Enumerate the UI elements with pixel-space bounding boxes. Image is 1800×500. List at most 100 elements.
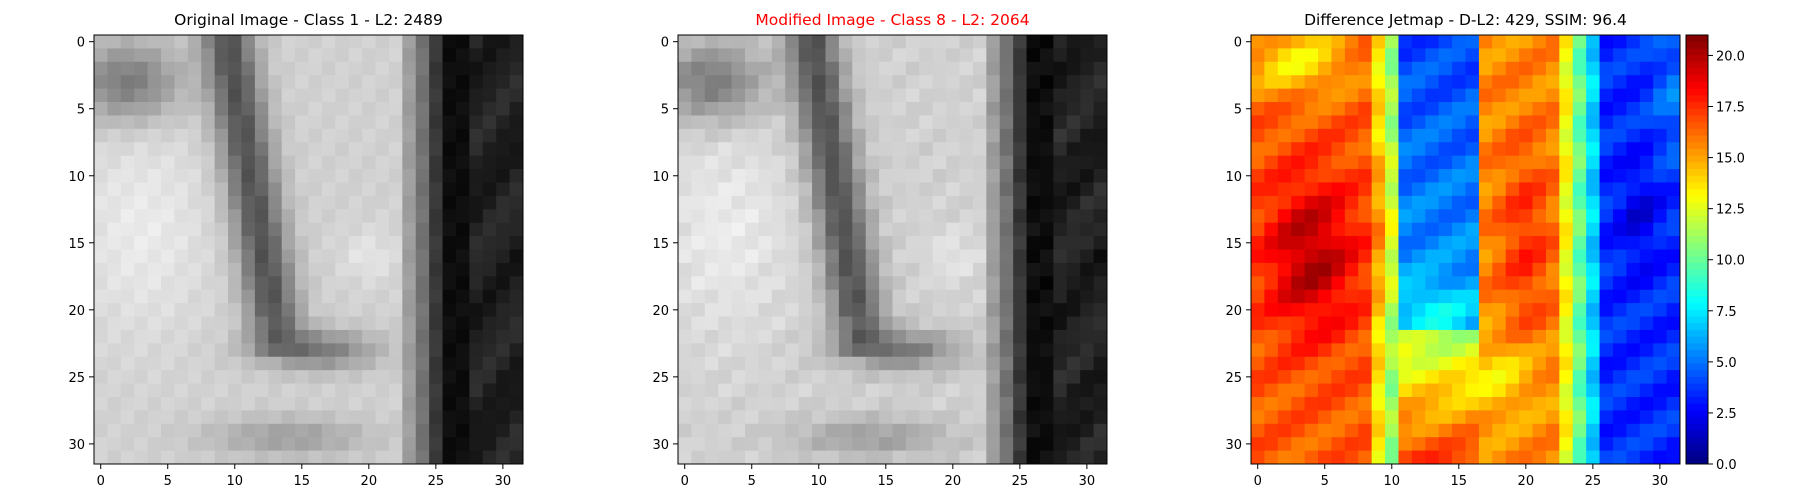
heatmap-cell	[1318, 35, 1332, 49]
heatmap-cell	[308, 182, 323, 197]
heatmap-cell	[986, 115, 1001, 130]
heatmap-cell	[1318, 209, 1332, 224]
x-tick-label: 25	[1012, 474, 1029, 489]
heatmap-cell	[375, 35, 390, 49]
heatmap-cell	[1465, 370, 1480, 385]
heatmap-cell	[1385, 128, 1399, 143]
heatmap-cell	[228, 370, 242, 385]
heatmap-cell	[946, 195, 961, 210]
heatmap-cell	[1264, 169, 1279, 183]
heatmap-cell	[509, 370, 524, 385]
heatmap-cell	[892, 343, 907, 358]
heatmap-cell	[825, 396, 840, 411]
heatmap-cell	[509, 383, 524, 398]
heatmap-cell	[1411, 383, 1426, 398]
heatmap-cell	[147, 303, 162, 318]
heatmap-cell	[134, 289, 149, 304]
heatmap-cell	[214, 450, 229, 465]
heatmap-cell	[254, 35, 269, 49]
heatmap-cell	[1080, 383, 1095, 398]
heatmap-cell	[187, 329, 202, 344]
heatmap-cell	[704, 115, 719, 130]
heatmap-cell	[1411, 249, 1426, 264]
heatmap-cell	[1066, 289, 1081, 304]
heatmap-cell	[1331, 276, 1346, 291]
heatmap-cell	[214, 142, 229, 157]
heatmap-cell	[1385, 329, 1399, 344]
heatmap-cell	[402, 276, 417, 291]
heatmap-cell	[1492, 343, 1507, 358]
heatmap-cell	[1371, 343, 1386, 358]
heatmap-cell	[704, 316, 719, 331]
heatmap-cell	[1559, 48, 1574, 63]
heatmap-cell	[972, 289, 987, 304]
heatmap-cell	[771, 35, 786, 49]
heatmap-cell	[147, 249, 162, 264]
heatmap-cell	[691, 209, 706, 224]
heatmap-cell	[691, 303, 706, 318]
heatmap-cell	[1371, 35, 1386, 49]
heatmap-cell	[1653, 236, 1668, 250]
heatmap-cell	[959, 356, 974, 371]
heatmap-cell	[932, 289, 947, 304]
heatmap-cell	[1653, 356, 1668, 371]
heatmap-cell	[455, 88, 470, 103]
heatmap-cell	[812, 75, 826, 90]
heatmap-cell	[905, 262, 920, 277]
heatmap-cell	[1519, 48, 1534, 63]
heatmap-cell	[1398, 88, 1413, 103]
heatmap-cell	[1532, 423, 1547, 438]
heatmap-cell	[865, 450, 880, 465]
heatmap-cell	[1572, 222, 1587, 237]
heatmap-cell	[281, 450, 296, 465]
heatmap-cell	[1666, 329, 1681, 344]
heatmap-cell	[1039, 370, 1054, 385]
heatmap-cell	[295, 329, 309, 344]
heatmap-cell	[731, 343, 746, 358]
heatmap-cell	[946, 35, 961, 49]
heatmap-cell	[1532, 128, 1547, 143]
heatmap-cell	[388, 195, 403, 210]
heatmap-cell	[1572, 249, 1587, 264]
heatmap-cell	[986, 142, 1001, 157]
heatmap-cell	[1505, 410, 1520, 425]
heatmap-cell	[1612, 262, 1627, 277]
heatmap-cell	[134, 102, 149, 116]
heatmap-cell	[415, 303, 430, 318]
heatmap-cell	[509, 222, 524, 237]
heatmap-cell	[174, 75, 189, 90]
heatmap-cell	[509, 450, 524, 465]
heatmap-cell	[1639, 329, 1654, 344]
heatmap-cell	[415, 115, 430, 130]
heatmap-cell	[758, 195, 773, 210]
heatmap-cell	[718, 182, 733, 197]
heatmap-cell	[455, 396, 470, 411]
heatmap-cell	[1572, 303, 1587, 318]
heatmap-cell	[1093, 262, 1108, 277]
heatmap-cell	[241, 450, 256, 465]
heatmap-cell	[946, 88, 961, 103]
heatmap-cell	[865, 249, 880, 264]
heatmap-cell	[375, 249, 390, 264]
heatmap-cell	[402, 142, 417, 157]
heatmap-cell	[482, 115, 497, 130]
heatmap-cell	[1013, 169, 1028, 183]
heatmap-cell	[1452, 236, 1466, 250]
heatmap-cell	[254, 249, 269, 264]
heatmap-cell	[932, 450, 947, 465]
heatmap-cell	[442, 35, 457, 49]
heatmap-cell	[308, 35, 323, 49]
heatmap-cell	[1532, 75, 1547, 90]
heatmap-cell	[1291, 75, 1306, 90]
heatmap-cell	[120, 222, 135, 237]
heatmap-cell	[798, 61, 813, 76]
heatmap-cell	[932, 142, 947, 157]
heatmap-cell	[442, 195, 457, 210]
heatmap-cell	[362, 182, 377, 197]
heatmap-cell	[415, 209, 430, 224]
heatmap-cell	[731, 195, 746, 210]
heatmap-cell	[1371, 169, 1386, 183]
heatmap-cell	[268, 195, 283, 210]
heatmap-cell	[1385, 195, 1399, 210]
heatmap-cell	[1452, 329, 1466, 344]
